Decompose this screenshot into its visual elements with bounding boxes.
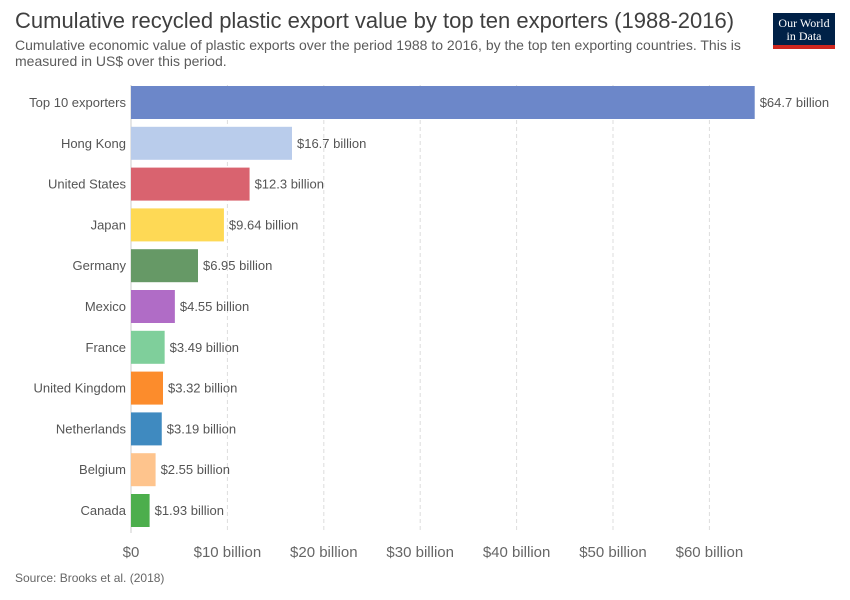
value-label: $2.55 billion (161, 462, 230, 477)
category-label: Canada (80, 503, 126, 518)
bar[interactable] (131, 126, 292, 160)
bar[interactable] (131, 167, 250, 201)
bar[interactable] (131, 330, 165, 364)
owid-logo[interactable]: Our World in Data (773, 13, 835, 49)
bar[interactable] (131, 453, 156, 487)
value-label: $64.7 billion (760, 95, 829, 110)
x-tick-label: $40 billion (483, 544, 551, 561)
x-tick-label: $50 billion (579, 544, 647, 561)
value-label: $3.49 billion (170, 340, 239, 355)
value-label: $4.55 billion (180, 299, 249, 314)
value-label: $12.3 billion (255, 177, 324, 192)
category-label: United States (48, 177, 127, 192)
category-label: Hong Kong (61, 136, 126, 151)
bar[interactable] (131, 290, 175, 323)
category-label: Japan (91, 217, 126, 232)
chart-subtitle: Cumulative economic value of plastic exp… (15, 37, 741, 69)
category-label: Belgium (79, 462, 126, 477)
category-label: Top 10 exporters (29, 95, 126, 110)
category-label: Mexico (85, 299, 126, 314)
x-tick-label: $30 billion (386, 544, 454, 561)
x-axis-ticks: $0 $10 billion $20 billion $30 billion $40 b… (123, 544, 744, 561)
chart-title: Cumulative recycled plastic export value… (15, 8, 735, 33)
category-label: United Kingdom (34, 381, 127, 396)
x-tick-label: $60 billion (676, 544, 744, 561)
bars (131, 86, 755, 527)
bar[interactable] (131, 371, 164, 405)
x-tick-label: $10 billion (194, 544, 262, 561)
bar[interactable] (131, 249, 198, 283)
source-note[interactable]: Source: Brooks et al. (2018) (15, 571, 165, 585)
logo-line-1: Our World (778, 16, 830, 30)
value-label: $9.64 billion (229, 217, 298, 232)
bar[interactable] (131, 412, 162, 446)
logo-line-2: in Data (786, 29, 822, 43)
category-label: France (86, 340, 126, 355)
labels: Top 10 exporters $64.7 billion Hong Kong $1… (29, 95, 829, 518)
value-label: $1.93 billion (155, 503, 224, 518)
x-tick-label: $0 (123, 544, 140, 561)
bar[interactable] (131, 494, 150, 527)
value-label: $3.19 billion (167, 421, 236, 436)
category-label: Germany (73, 258, 127, 273)
bar[interactable] (131, 208, 224, 242)
value-label: $6.95 billion (203, 258, 272, 273)
bar[interactable] (131, 86, 755, 119)
value-label: $3.32 billion (168, 381, 237, 396)
value-label: $16.7 billion (297, 136, 366, 151)
x-tick-label: $20 billion (290, 544, 358, 561)
category-label: Netherlands (56, 421, 127, 436)
